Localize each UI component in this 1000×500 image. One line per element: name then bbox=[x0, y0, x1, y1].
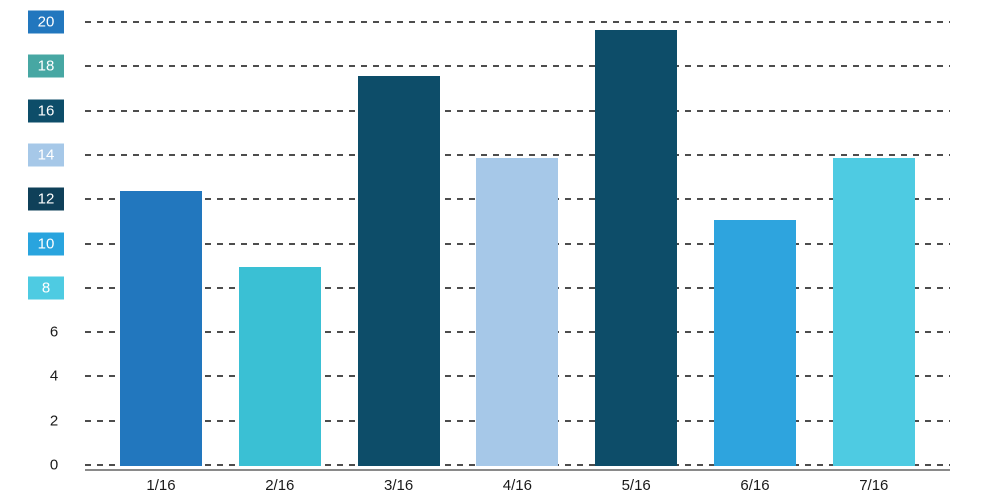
bar-3/16 bbox=[357, 76, 440, 466]
y-tick-label-6: 6 bbox=[49, 323, 59, 341]
gridline-18 bbox=[85, 65, 950, 68]
x-tick-label-4/16: 4/16 bbox=[502, 477, 532, 494]
bar-7/16 bbox=[832, 158, 915, 466]
y-tick-label-0: 0 bbox=[49, 456, 59, 474]
y-tick-label-4: 4 bbox=[49, 367, 59, 385]
gridline-14 bbox=[85, 153, 950, 156]
y-tick-label-18: 18 bbox=[28, 54, 64, 78]
y-tick-label-16: 16 bbox=[28, 99, 64, 123]
x-tick-label-6/16: 6/16 bbox=[740, 477, 770, 494]
x-tick-label-7/16: 7/16 bbox=[859, 477, 889, 494]
x-tick-label-1/16: 1/16 bbox=[146, 477, 176, 494]
bar-4/16 bbox=[476, 158, 559, 466]
y-tick-label-20: 20 bbox=[28, 10, 64, 34]
x-tick-label-2/16: 2/16 bbox=[265, 477, 295, 494]
bar-5/16 bbox=[595, 29, 678, 466]
y-tick-label-12: 12 bbox=[28, 187, 64, 211]
gridline-16 bbox=[85, 109, 950, 112]
x-tick-label-3/16: 3/16 bbox=[383, 477, 414, 494]
bar-1/16 bbox=[120, 191, 202, 466]
y-tick-label-10: 10 bbox=[28, 232, 64, 255]
x-axis-line bbox=[85, 469, 950, 471]
y-tick-label-2: 2 bbox=[49, 412, 59, 430]
bar-2/16 bbox=[238, 266, 321, 466]
gridline-20 bbox=[85, 21, 950, 23]
bar-6/16 bbox=[714, 220, 796, 466]
x-tick-label-5/16: 5/16 bbox=[621, 477, 651, 494]
y-tick-label-14: 14 bbox=[28, 143, 64, 167]
y-tick-label-8: 8 bbox=[28, 276, 64, 300]
